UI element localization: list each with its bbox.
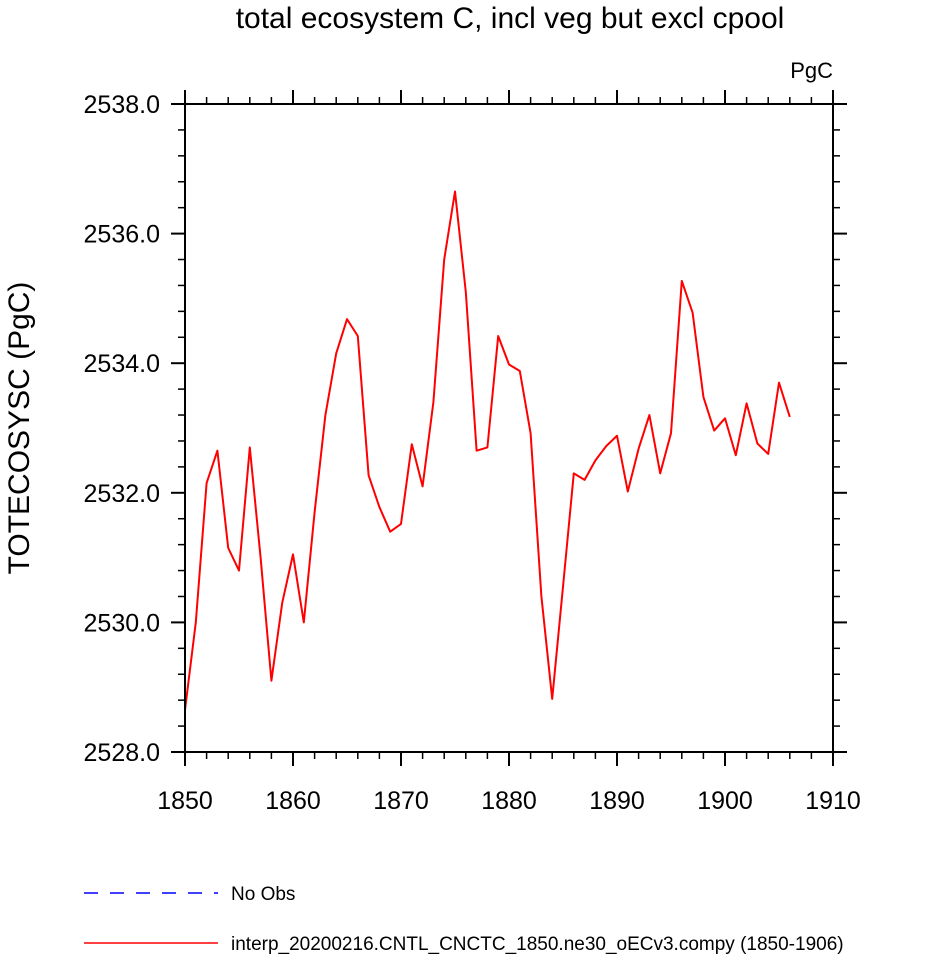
y-tick-label: 2528.0: [84, 739, 160, 767]
y-tick-label: 2536.0: [84, 221, 160, 249]
chart-title: total ecosystem C, incl veg but excl cpo…: [236, 2, 785, 35]
series-layer: [184, 190, 791, 711]
plot-frame: [184, 103, 834, 753]
y-tick-label: 2534.0: [84, 350, 160, 378]
x-tick-label: 1870: [373, 787, 429, 815]
y-axis-title: TOTECOSYSC (PgC): [3, 282, 36, 575]
x-tick-label: 1860: [265, 787, 321, 815]
x-tick-label: 1910: [805, 787, 861, 815]
x-tick-label: 1900: [697, 787, 753, 815]
x-axis: 1850 1860 1870 1880 1890 1900 1910: [157, 90, 861, 815]
x-tick-label: 1890: [589, 787, 645, 815]
x-tick-label: 1850: [157, 787, 213, 815]
y-tick-label: 2530.0: [84, 609, 160, 637]
y-tick-label: 2532.0: [84, 480, 160, 508]
y-tick-label: 2538.0: [84, 91, 160, 119]
units-label: PgC: [790, 58, 833, 83]
series-line: [184, 190, 791, 711]
y-axis: 2528.0 2530.0 2532.0 2534.0 2536.0 2538.0: [84, 91, 847, 767]
legend: No Obs interp_20200216.CNTL_CNCTC_1850.n…: [84, 884, 844, 955]
x-tick-label: 1880: [481, 787, 537, 815]
legend-label-model: interp_20200216.CNTL_CNCTC_1850.ne30_oEC…: [231, 934, 844, 955]
legend-label-no-obs: No Obs: [231, 884, 295, 905]
